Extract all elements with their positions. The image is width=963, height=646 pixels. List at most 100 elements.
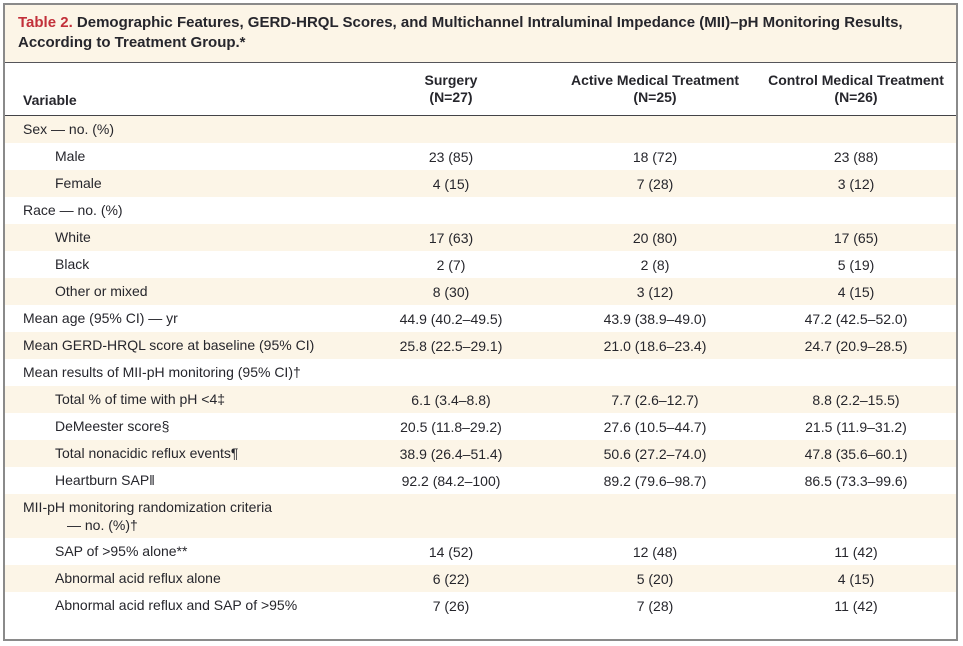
row-value: 2 (7) (436, 256, 466, 273)
row-label: Total % of time with pH <4‡ (55, 391, 226, 407)
table-row: Total % of time with pH <4‡ 6.1 (3.4–8.8)… (5, 386, 956, 413)
table-row: Black 2 (7) 2 (8) 5 (19) (5, 251, 956, 278)
row-value: 21.0 (18.6–23.4) (603, 337, 707, 354)
table-row: Mean GERD-HRQL score at baseline (95% CI… (5, 332, 956, 359)
table-row: Mean results of MII-pH monitoring (95% C… (5, 359, 956, 386)
row-value: 92.2 (84.2–100) (401, 472, 501, 489)
row-value: 47.2 (42.5–52.0) (804, 310, 908, 327)
row-label: Mean results of MII-pH monitoring (95% C… (23, 364, 301, 380)
row-value: 6 (22) (432, 570, 470, 587)
row-value: 7.7 (2.6–12.7) (611, 391, 699, 408)
row-label: DeMeester score§ (55, 418, 170, 434)
row-value (756, 116, 956, 143)
table-title: Table 2. Demographic Features, GERD-HRQL… (5, 5, 956, 63)
table-row: Male 23 (85) 18 (72) 23 (88) (5, 143, 956, 170)
row-label: Black (55, 256, 90, 272)
row-value: 27.6 (10.5–44.7) (603, 418, 707, 435)
column-header-group-n: (N=25) (633, 89, 677, 105)
row-value: 12 (48) (632, 543, 678, 560)
table-row: Heartburn SAP‖ 92.2 (84.2–100) 89.2 (79.6–… (5, 467, 956, 494)
column-header-group-n: (N=27) (429, 89, 473, 105)
table-row: Race — no. (%) (5, 197, 956, 224)
row-value: 38.9 (26.4–51.4) (399, 445, 503, 462)
row-label: Abnormal acid reflux and SAP of >95% (55, 597, 298, 613)
row-value: 89.2 (79.6–98.7) (603, 472, 707, 489)
row-value: 8 (30) (432, 283, 470, 300)
row-label: Mean GERD-HRQL score at baseline (95% CI… (23, 337, 315, 353)
row-label: SAP of >95% alone** (55, 543, 188, 559)
table-row: Mean age (95% CI) — yr 44.9 (40.2–49.5) 43… (5, 305, 956, 332)
row-value (554, 494, 756, 538)
table-row: Abnormal acid reflux alone 6 (22) 5 (20) 4 … (5, 565, 956, 592)
row-value: 17 (65) (833, 229, 879, 246)
table-row: Female 4 (15) 7 (28) 3 (12) (5, 170, 956, 197)
row-label: Abnormal acid reflux alone (55, 570, 221, 586)
column-header-group-name: Surgery (424, 72, 478, 88)
row-label: Total nonacidic reflux events¶ (55, 445, 239, 461)
table-row: Sex — no. (%) (5, 116, 956, 143)
row-label: Heartburn SAP‖ (55, 472, 155, 488)
row-value: 14 (52) (428, 543, 474, 560)
row-value: 7 (28) (636, 175, 674, 192)
row-value: 44.9 (40.2–49.5) (399, 310, 503, 327)
row-label: Male (55, 148, 86, 164)
row-value: 11 (42) (834, 597, 878, 614)
row-value (554, 197, 756, 224)
row-value: 4 (15) (837, 283, 875, 300)
row-value (554, 116, 756, 143)
row-label: Other or mixed (55, 283, 148, 299)
row-value (756, 359, 956, 386)
row-value: 24.7 (20.9–28.5) (804, 337, 908, 354)
table-title-text: Demographic Features, GERD-HRQL Scores, … (18, 14, 903, 51)
table-row: MII-pH monitoring randomization criteria… (5, 494, 956, 538)
row-value: 86.5 (73.3–99.6) (804, 472, 908, 489)
row-value: 5 (20) (636, 570, 674, 587)
row-value: 50.6 (27.2–74.0) (603, 445, 707, 462)
table-number: Table 2. (18, 14, 73, 31)
row-value: 25.8 (22.5–29.1) (399, 337, 503, 354)
table-row: White 17 (63) 20 (80) 17 (65) (5, 224, 956, 251)
column-header-group-name: Active Medical Treatment (570, 72, 740, 88)
row-value: 5 (19) (837, 256, 875, 273)
row-value: 3 (12) (837, 175, 875, 192)
table-row: SAP of >95% alone** 14 (52) 12 (48) 11 (42) (5, 538, 956, 565)
row-value (348, 494, 554, 538)
column-header-group-n: (N=26) (834, 89, 878, 105)
row-value: 21.5 (11.9–31.2) (805, 418, 907, 435)
row-label: Female (55, 175, 102, 191)
table-body: Sex — no. (%) Male 23 (85) 18 (72) 23 (88) Fe… (5, 116, 956, 619)
row-value: 43.9 (38.9–49.0) (603, 310, 707, 327)
row-value: 18 (72) (632, 148, 678, 165)
row-value: 3 (12) (636, 283, 674, 300)
row-label: Sex — no. (%) (23, 121, 115, 137)
table-header-row: Variable Surgery (N=27) Active Medical T… (5, 63, 956, 116)
table-row: Total nonacidic reflux events¶ 38.9 (26.4… (5, 440, 956, 467)
table-row: DeMeester score§ 20.5 (11.8–29.2) 27.6 (10… (5, 413, 956, 440)
table-row: Abnormal acid reflux and SAP of >95% 7 (2… (5, 592, 956, 619)
row-value: 17 (63) (428, 229, 474, 246)
row-value: 23 (88) (833, 148, 879, 165)
column-header-active-medical: Active Medical Treatment (N=25) (554, 63, 756, 115)
row-value: 20 (80) (632, 229, 678, 246)
column-header-variable: Variable (23, 92, 77, 108)
row-value: 4 (15) (837, 570, 875, 587)
row-value (348, 197, 554, 224)
row-value: 6.1 (3.4–8.8) (411, 391, 491, 408)
row-value: 23 (85) (428, 148, 474, 165)
row-label: White (55, 229, 91, 245)
column-header-group-name: Control Medical Treatment (768, 72, 944, 88)
row-value: 7 (26) (432, 597, 470, 614)
row-value: 7 (28) (636, 597, 674, 614)
row-label: MII-pH monitoring randomization criteria… (23, 499, 272, 533)
row-value: 4 (15) (432, 175, 470, 192)
row-value (756, 494, 956, 538)
row-value: 20.5 (11.8–29.2) (400, 418, 502, 435)
row-label: Mean age (95% CI) — yr (23, 310, 178, 326)
row-value: 47.8 (35.6–60.1) (804, 445, 908, 462)
row-value (348, 359, 554, 386)
column-header-control-medical: Control Medical Treatment (N=26) (756, 63, 956, 115)
row-value: 8.8 (2.2–15.5) (812, 391, 900, 408)
table-row: Other or mixed 8 (30) 3 (12) 4 (15) (5, 278, 956, 305)
row-value (348, 116, 554, 143)
row-label: Race — no. (%) (23, 202, 123, 218)
